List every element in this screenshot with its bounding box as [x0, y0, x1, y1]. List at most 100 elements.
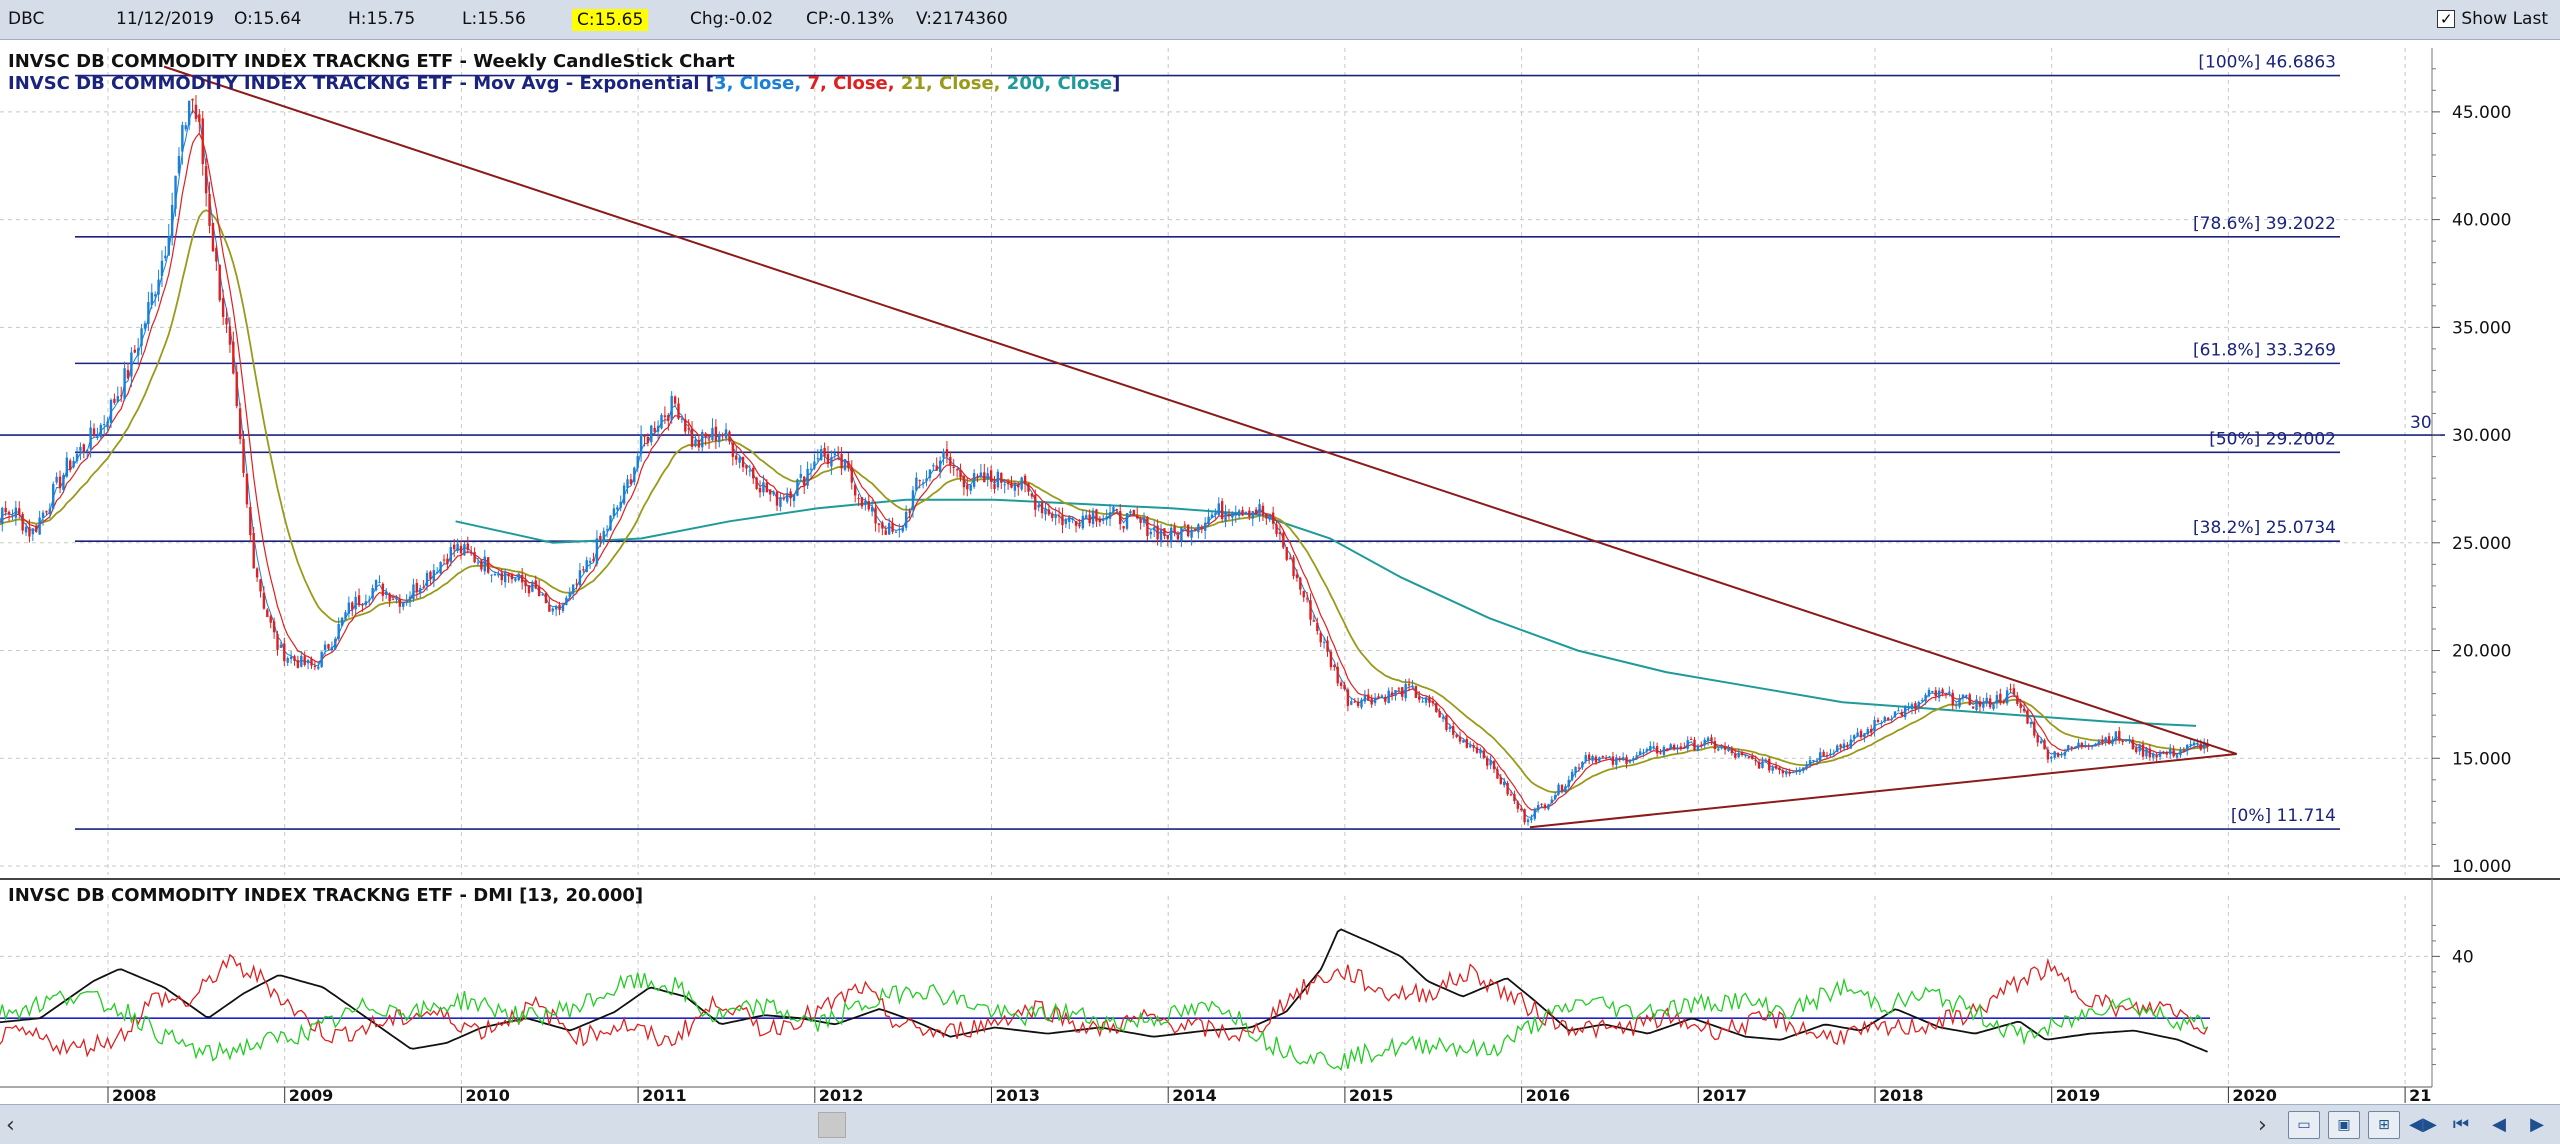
candle-body: [1421, 701, 1424, 703]
candle-body: [619, 501, 622, 508]
candle-body: [830, 457, 833, 467]
adx-line: [0, 928, 2208, 1053]
candle-body: [1577, 767, 1581, 769]
step-back-icon[interactable]: ◀: [2492, 1113, 2506, 1135]
candle-body: [2036, 734, 2039, 743]
candle-body: [198, 114, 201, 123]
scroll-right-arrow-icon[interactable]: ›: [2258, 1113, 2267, 1138]
candle-body: [2090, 745, 2094, 747]
candle-body: [1146, 517, 1149, 537]
candle-body: [524, 579, 527, 587]
candle-body: [215, 247, 218, 262]
zoom-out-icon[interactable]: ▭: [2288, 1111, 2320, 1139]
candle-body: [317, 666, 320, 669]
candle-body: [680, 418, 684, 420]
fib-level-label: [100%] 46.6863: [2198, 53, 2336, 73]
candle-body: [1496, 769, 1499, 779]
candle-body: [96, 436, 99, 439]
fit-width-icon[interactable]: ◀▶: [2409, 1113, 2437, 1135]
candle-body: [1751, 756, 1754, 760]
candle-body: [667, 415, 670, 421]
candle-body: [687, 428, 690, 430]
x-tick-label: 21: [2409, 1086, 2431, 1104]
candle-body: [1825, 755, 1829, 757]
candle-body: [1978, 701, 1982, 707]
candle-body: [2067, 745, 2070, 751]
candle-body: [1550, 799, 1553, 804]
candle-body: [1941, 689, 1944, 694]
candle-body: [2118, 730, 2121, 740]
candle-body: [697, 440, 701, 448]
candle-body: [1540, 803, 1543, 805]
candle-body: [840, 454, 843, 469]
candle-body: [1333, 665, 1336, 667]
candle-body: [752, 467, 755, 479]
candle-body: [582, 569, 585, 571]
candle-body: [1625, 757, 1628, 764]
candle-body: [2169, 748, 2172, 755]
x-tick-label: 2012: [819, 1086, 864, 1104]
candle-body: [578, 570, 582, 586]
candle-body: [354, 596, 357, 610]
candle-body: [1910, 704, 1914, 709]
candle-body: [1587, 754, 1591, 760]
candle-body: [436, 572, 439, 574]
candle-body: [1441, 717, 1445, 719]
ma-legend-ema7: 7, Close,: [807, 73, 901, 94]
candle-body: [1387, 690, 1390, 704]
step-forward-icon[interactable]: ▶: [2530, 1113, 2544, 1135]
candle-body: [816, 458, 819, 460]
candle-body: [351, 602, 354, 610]
candle-body: [1139, 519, 1142, 523]
candle-body: [1241, 510, 1244, 516]
candle-body: [1207, 516, 1210, 525]
candle-body: [1000, 472, 1003, 483]
candle-body: [779, 497, 782, 507]
candle-body: [1136, 515, 1139, 519]
candle-body: [881, 522, 884, 529]
candle-body: [262, 592, 266, 609]
candle-body: [531, 581, 534, 592]
candle-body: [1122, 526, 1125, 529]
candle-body: [1170, 527, 1173, 542]
show-last-toggle[interactable]: ✓ Show Last: [2437, 6, 2548, 32]
candle-body: [2145, 748, 2148, 757]
candle-body: [21, 513, 24, 531]
candle-body: [701, 432, 704, 448]
candle-body: [1350, 701, 1353, 705]
fib-level-label: [0%] 11.714: [2231, 806, 2336, 826]
candle-body: [1061, 515, 1064, 526]
candle-body: [921, 482, 925, 484]
candle-body: [300, 655, 303, 667]
candle-body: [714, 426, 718, 441]
candle-body: [2131, 739, 2135, 750]
candle-body: [1747, 756, 1751, 758]
y-tick-label: 30.000: [2452, 426, 2511, 446]
quote-bar: DBC 11/12/2019 O:15.64 H:15.75 L:15.56 C…: [0, 0, 2560, 40]
candle-body: [1927, 689, 1931, 697]
candle-body: [483, 556, 486, 572]
candle-body: [469, 552, 473, 554]
candle-body: [935, 465, 938, 471]
candle-body: [1853, 735, 1856, 739]
candle-body: [1166, 535, 1170, 539]
scroll-left-arrow-icon[interactable]: ‹: [6, 1113, 15, 1138]
zoom-reset-icon[interactable]: ⊞: [2368, 1111, 2400, 1139]
candle-body: [1693, 739, 1696, 751]
candle-body: [92, 428, 96, 436]
candle-body: [1686, 740, 1689, 749]
go-first-icon[interactable]: ⏮: [2452, 1113, 2470, 1135]
candle-body: [1754, 760, 1757, 762]
show-last-checkbox[interactable]: ✓: [2437, 10, 2456, 28]
x-tick-label: 2011: [642, 1086, 687, 1104]
chart-canvas[interactable]: [100%] 46.6863 [78.6%] 39.2022 [61.8%] 33.…: [0, 40, 2560, 1104]
x-tick-label: 2009: [289, 1086, 334, 1104]
candle-body: [2148, 748, 2152, 758]
scrollbar-thumb[interactable]: [818, 1112, 846, 1138]
candle-body: [616, 507, 619, 510]
candle-body: [979, 472, 983, 478]
y-tick-label: 40.000: [2452, 211, 2511, 231]
zoom-in-icon[interactable]: ▣: [2328, 1111, 2360, 1139]
candle-body: [758, 487, 762, 493]
candle-body: [191, 98, 194, 101]
